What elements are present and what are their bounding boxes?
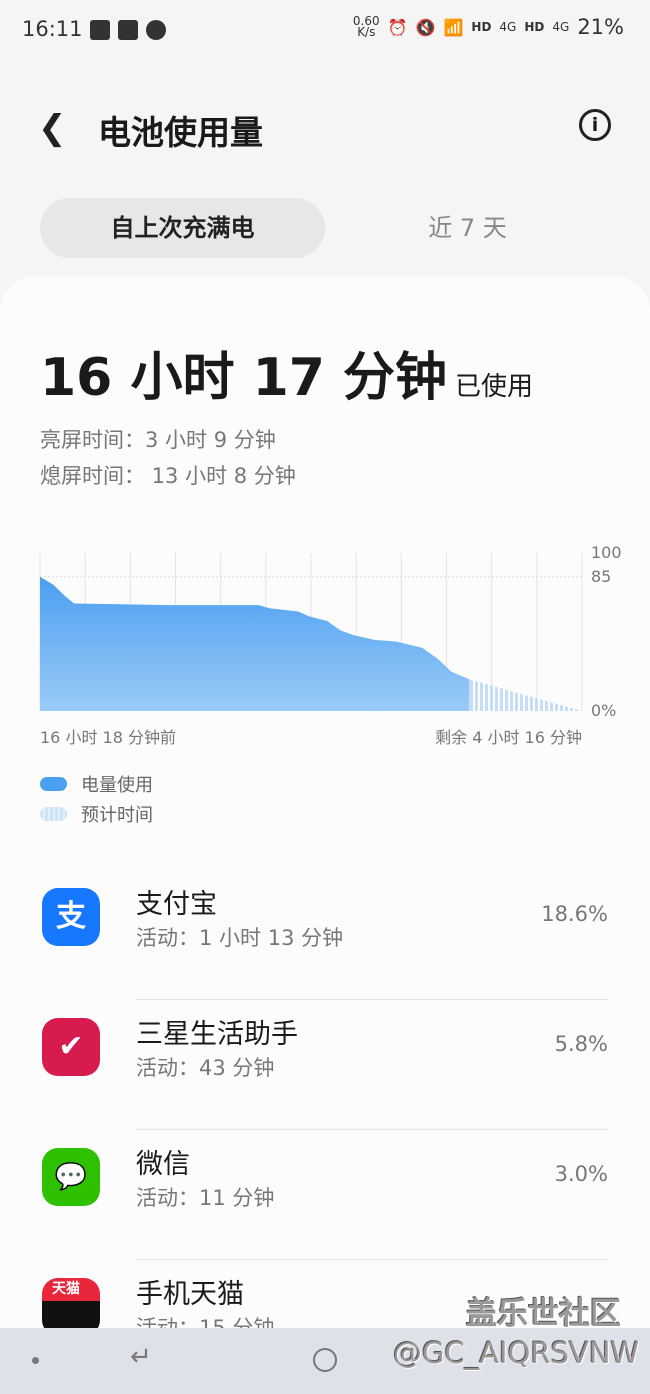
battery-level: 21% <box>577 15 624 39</box>
app-percent: 5.8% <box>554 1032 608 1056</box>
projection-area <box>469 679 582 711</box>
status-time: 16:11 <box>22 17 83 41</box>
signal-icon: 4G <box>499 20 517 34</box>
mute-icon: 🔇 <box>415 17 436 37</box>
wechat-icon: 💬 <box>42 1148 100 1206</box>
info-icon[interactable]: i <box>579 109 611 141</box>
x-end-label: 剩余 4 小时 16 分钟 <box>435 728 582 747</box>
net-unit: K/s <box>357 25 376 39</box>
navigation-bar: ↵ <box>0 1328 650 1394</box>
screen-on-time: 亮屏时间：3 小时 9 分钟 <box>40 428 276 452</box>
watermark-title: 盖乐世社区 <box>466 1296 621 1332</box>
hd-label: HD <box>524 20 545 34</box>
legend-swatch <box>40 777 67 791</box>
app-row-alipay[interactable]: 支 支付宝 活动：1 小时 13 分钟 18.6% <box>0 870 650 1000</box>
chevron-left-icon[interactable]: ❮ <box>38 108 67 148</box>
legend-estimate: 预计时间 <box>40 801 153 827</box>
app-name: 手机天猫 <box>136 1279 244 1310</box>
legend-label: 电量使用 <box>81 775 153 796</box>
tabs: 自上次充满电 近 7 天 <box>40 198 610 258</box>
hd-label: HD <box>471 20 492 34</box>
tab-last-7-days[interactable]: 近 7 天 <box>428 214 507 242</box>
divider <box>136 999 608 1000</box>
home-icon[interactable] <box>313 1348 337 1372</box>
alipay-icon: 支 <box>42 888 100 946</box>
net-speed: 0.60 <box>352 14 380 28</box>
store-icon <box>118 20 138 40</box>
app-activity: 活动：43 分钟 <box>136 1056 275 1080</box>
signal-icon: 4G <box>552 20 570 34</box>
y-tick-0: 0% <box>591 701 617 720</box>
app-row-wechat[interactable]: 💬 微信 活动：11 分钟 3.0% <box>0 1130 650 1260</box>
divider <box>136 1129 608 1130</box>
usage-card <box>0 276 650 1376</box>
used-time-value: 16 小时 17 分钟 <box>40 348 448 408</box>
samsung-assistant-icon: ✔ <box>42 1018 100 1076</box>
header: ❮ 电池使用量 i <box>0 100 650 160</box>
usage-area <box>40 576 470 711</box>
status-bar: 16:11 0.60 K/s ⏰ 🔇 📶 HD 4G HD 4G 21% <box>0 0 650 60</box>
recents-dot-icon[interactable] <box>32 1357 39 1364</box>
divider <box>136 1259 608 1260</box>
legend-usage: 电量使用 <box>40 771 153 797</box>
screen-off-time: 熄屏时间： 13 小时 8 分钟 <box>40 464 296 488</box>
app-name: 微信 <box>136 1149 190 1180</box>
used-time: 16 小时 17 分钟 已使用 <box>40 335 533 410</box>
back-icon[interactable]: ↵ <box>130 1342 152 1372</box>
message-icon <box>146 20 166 40</box>
wifi-icon: 📶 <box>443 17 464 37</box>
y-tick-85: 85 <box>591 567 612 586</box>
app-row-samsung-assistant[interactable]: ✔ 三星生活助手 活动：43 分钟 5.8% <box>0 1000 650 1130</box>
tab-since-full-charge[interactable]: 自上次充满电 <box>40 198 325 258</box>
app-percent: 18.6% <box>541 902 608 926</box>
watermark-user: @GC_AIQRSVNW <box>393 1336 640 1370</box>
alarm-icon: ⏰ <box>387 17 408 37</box>
app-activity: 活动：1 小时 13 分钟 <box>136 926 344 950</box>
tmall-icon: 天猫 <box>42 1278 100 1336</box>
legend-label: 预计时间 <box>81 805 153 826</box>
battery-chart <box>39 553 583 711</box>
gallery-icon <box>90 20 110 40</box>
used-suffix: 已使用 <box>455 372 534 402</box>
x-start-label: 16 小时 18 分钟前 <box>40 728 176 747</box>
app-activity: 活动：11 分钟 <box>136 1186 275 1210</box>
y-tick-100: 100 <box>591 543 622 562</box>
app-name: 三星生活助手 <box>136 1019 298 1050</box>
page-title: 电池使用量 <box>98 113 263 152</box>
legend-swatch <box>40 807 67 821</box>
app-percent: 3.0% <box>554 1162 608 1186</box>
app-name: 支付宝 <box>136 889 217 920</box>
